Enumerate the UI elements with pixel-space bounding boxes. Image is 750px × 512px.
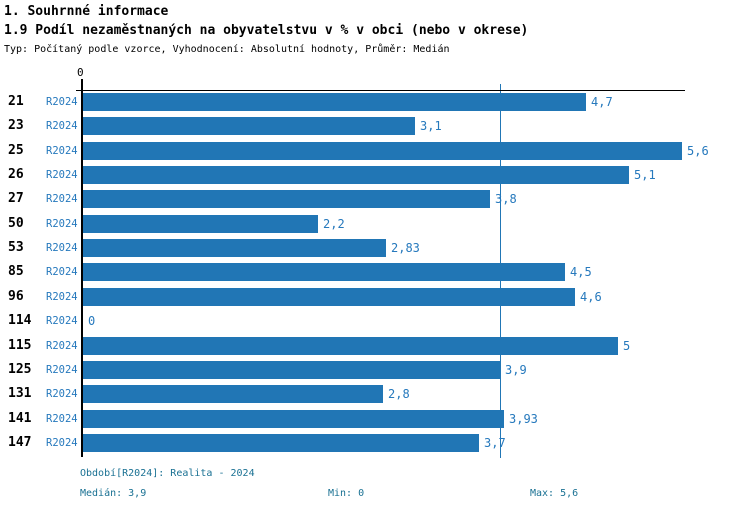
row-category-label: 23 bbox=[8, 118, 24, 133]
bar-value-label: 4,7 bbox=[591, 95, 613, 109]
chart-row: 131 R2024 2,8 bbox=[0, 382, 750, 406]
bar-value-label: 3,9 bbox=[505, 363, 527, 377]
chart-row: 53 R2024 2,83 bbox=[0, 236, 750, 260]
row-category-label: 50 bbox=[8, 216, 24, 231]
bar bbox=[83, 337, 618, 355]
bar bbox=[83, 190, 490, 208]
footer-min-stat: Min: 0 bbox=[328, 488, 365, 499]
chart-row: 147 R2024 3,7 bbox=[0, 431, 750, 455]
row-category-label: 85 bbox=[8, 264, 24, 279]
row-category-label: 147 bbox=[8, 435, 32, 450]
bar bbox=[83, 142, 682, 160]
row-category-label: 21 bbox=[8, 94, 24, 109]
chart-title: 1.9 Podíl nezaměstnaných na obyvatelstvu… bbox=[4, 23, 529, 38]
chart-row: 25 R2024 5,6 bbox=[0, 139, 750, 163]
x-axis-origin-tick-label: 0 bbox=[77, 66, 84, 79]
chart-row: 21 R2024 4,7 bbox=[0, 90, 750, 114]
bar bbox=[83, 410, 504, 428]
row-period-label: R2024 bbox=[46, 242, 78, 254]
row-category-label: 26 bbox=[8, 167, 24, 182]
chart-row: 50 R2024 2,2 bbox=[0, 212, 750, 236]
row-category-label: 125 bbox=[8, 362, 32, 377]
y-axis-line bbox=[81, 79, 83, 457]
row-category-label: 141 bbox=[8, 411, 32, 426]
bar bbox=[83, 215, 318, 233]
x-axis-line bbox=[76, 90, 685, 91]
bar bbox=[83, 263, 565, 281]
report-section-title: 1. Souhrnné informace bbox=[4, 4, 169, 19]
row-category-label: 53 bbox=[8, 240, 24, 255]
row-period-label: R2024 bbox=[46, 145, 78, 157]
chart-row: 114 R2024 0 bbox=[0, 309, 750, 333]
bar bbox=[83, 361, 500, 379]
bar-value-label: 3,1 bbox=[420, 119, 442, 133]
bar-value-label: 2,2 bbox=[323, 217, 345, 231]
bar-value-label: 2,8 bbox=[388, 387, 410, 401]
chart-row: 125 R2024 3,9 bbox=[0, 358, 750, 382]
chart-row: 96 R2024 4,6 bbox=[0, 285, 750, 309]
bar bbox=[83, 166, 629, 184]
row-period-label: R2024 bbox=[46, 218, 78, 230]
row-category-label: 115 bbox=[8, 338, 32, 353]
bar-value-label: 4,5 bbox=[570, 265, 592, 279]
row-period-label: R2024 bbox=[46, 340, 78, 352]
bar bbox=[83, 93, 586, 111]
bar-value-label: 2,83 bbox=[391, 241, 420, 255]
chart-row: 85 R2024 4,5 bbox=[0, 260, 750, 284]
row-period-label: R2024 bbox=[46, 96, 78, 108]
footer-median-stat: Medián: 3,9 bbox=[80, 488, 147, 499]
row-category-label: 25 bbox=[8, 143, 24, 158]
chart-row: 23 R2024 3,1 bbox=[0, 114, 750, 138]
bar-value-label: 5,6 bbox=[687, 144, 709, 158]
bar bbox=[83, 239, 386, 257]
footer-period-label: Období[R2024]: Realita - 2024 bbox=[80, 468, 255, 479]
chart-row: 27 R2024 3,8 bbox=[0, 187, 750, 211]
row-category-label: 131 bbox=[8, 386, 32, 401]
row-period-label: R2024 bbox=[46, 193, 78, 205]
bar bbox=[83, 434, 479, 452]
row-category-label: 27 bbox=[8, 191, 24, 206]
bar-value-label: 3,93 bbox=[509, 412, 538, 426]
chart-row: 26 R2024 5,1 bbox=[0, 163, 750, 187]
row-period-label: R2024 bbox=[46, 266, 78, 278]
bar-value-label: 0 bbox=[88, 314, 96, 328]
footer-max-stat: Max: 5,6 bbox=[530, 488, 579, 499]
row-period-label: R2024 bbox=[46, 388, 78, 400]
chart-meta-info: Typ: Počítaný podle vzorce, Vyhodnocení:… bbox=[4, 44, 450, 55]
row-period-label: R2024 bbox=[46, 315, 78, 327]
bar bbox=[83, 385, 383, 403]
row-period-label: R2024 bbox=[46, 364, 78, 376]
row-period-label: R2024 bbox=[46, 437, 78, 449]
row-period-label: R2024 bbox=[46, 169, 78, 181]
bar-value-label: 3,7 bbox=[484, 436, 506, 450]
row-category-label: 96 bbox=[8, 289, 24, 304]
row-period-label: R2024 bbox=[46, 120, 78, 132]
bar-value-label: 5 bbox=[623, 339, 631, 353]
chart-row: 115 R2024 5 bbox=[0, 334, 750, 358]
bar-value-label: 5,1 bbox=[634, 168, 656, 182]
bar bbox=[83, 117, 415, 135]
row-period-label: R2024 bbox=[46, 413, 78, 425]
bar-value-label: 3,8 bbox=[495, 192, 517, 206]
row-category-label: 114 bbox=[8, 313, 32, 328]
chart-row: 141 R2024 3,93 bbox=[0, 407, 750, 431]
bar-value-label: 4,6 bbox=[580, 290, 602, 304]
bar bbox=[83, 288, 575, 306]
row-period-label: R2024 bbox=[46, 291, 78, 303]
